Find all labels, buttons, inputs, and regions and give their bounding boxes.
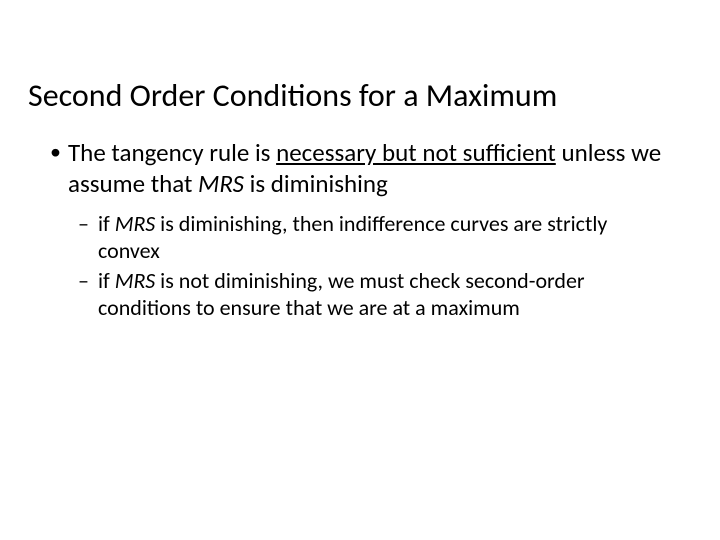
slide-title: Second Order Conditions for a Maximum [0,0,720,113]
bullet-dot-icon: • [50,137,68,167]
italic-mrs: MRS [198,168,244,199]
underlined-text: necessary but not sufficient [276,137,556,168]
text-fragment: is diminishing [244,168,388,199]
dash-icon: – [78,267,98,295]
dash-icon: – [78,210,98,238]
bullet-text: The tangency rule is necessary but not s… [68,137,670,200]
text-fragment: if [98,210,115,237]
italic-mrs: MRS [115,267,155,294]
text-fragment: The tangency rule is [68,137,276,168]
bullet-level1: • The tangency rule is necessary but not… [50,137,670,200]
slide-body: • The tangency rule is necessary but not… [0,113,720,322]
bullet-text: if MRS is diminishing, then indifference… [98,210,670,265]
text-fragment: is diminishing, then indifference curves… [98,210,607,265]
text-fragment: if [98,267,115,294]
bullet-text: if MRS is not diminishing, we must check… [98,267,670,322]
slide: Second Order Conditions for a Maximum • … [0,0,720,540]
bullet-level2: – if MRS is not diminishing, we must che… [78,267,670,322]
text-fragment: is not diminishing, we must check second… [98,267,585,322]
bullet-level2: – if MRS is diminishing, then indifferen… [78,210,670,265]
italic-mrs: MRS [115,210,155,237]
